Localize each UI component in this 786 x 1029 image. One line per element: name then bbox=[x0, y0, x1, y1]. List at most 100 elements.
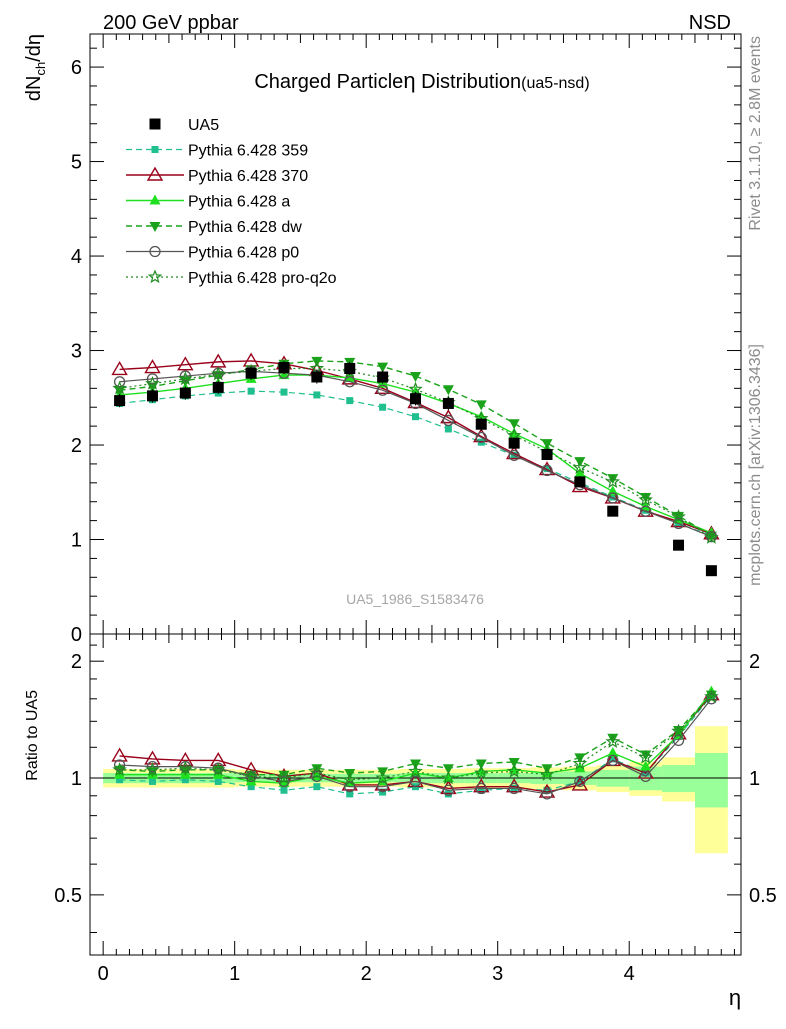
ratio-ytick-label: 2 bbox=[71, 651, 82, 673]
data-point bbox=[705, 565, 717, 577]
ratio-ytick-label-right: 2 bbox=[749, 651, 760, 673]
ratio-series-point bbox=[609, 755, 617, 763]
legend-marker-data bbox=[149, 118, 161, 130]
ratio-series-point bbox=[638, 749, 653, 764]
ratio-series-point bbox=[178, 760, 193, 775]
ratio-series-point bbox=[376, 781, 389, 793]
main-series-point bbox=[609, 493, 617, 501]
ratio-series-point bbox=[508, 782, 520, 795]
ratio-series-point bbox=[640, 770, 652, 783]
ratio-ytick-label: 0.5 bbox=[54, 885, 82, 907]
ratio-series-point bbox=[640, 760, 652, 771]
ratio-series-point bbox=[346, 790, 354, 798]
main-series-point bbox=[475, 400, 487, 411]
main-series-point bbox=[313, 391, 321, 399]
main-ytick-label: 1 bbox=[71, 530, 82, 552]
main-series-point bbox=[410, 372, 421, 383]
main-series-point bbox=[146, 373, 159, 385]
data-point bbox=[179, 387, 191, 399]
main-ytick-label: 4 bbox=[71, 246, 82, 268]
ratio-series-point bbox=[574, 762, 586, 773]
ratio-series-point bbox=[342, 772, 358, 786]
main-panel: 0 1 2 3 4 5 6 bbox=[71, 33, 742, 646]
ratio-series-point bbox=[210, 762, 226, 776]
main-series-point bbox=[671, 509, 686, 524]
ratio-series-point bbox=[214, 777, 222, 785]
legend-marker bbox=[151, 146, 159, 153]
title-eta-symbol: η bbox=[403, 68, 415, 93]
data-point bbox=[114, 395, 126, 407]
main-series-point bbox=[210, 353, 227, 368]
main-series-point bbox=[379, 403, 387, 411]
main-series-point bbox=[145, 375, 160, 390]
ratio-series-point bbox=[245, 770, 257, 781]
x-tick-label: 4 bbox=[624, 963, 635, 985]
ratio-ytick-label-right: 0.5 bbox=[749, 885, 777, 907]
main-series-point bbox=[442, 385, 454, 396]
ratio-series-point bbox=[607, 733, 619, 744]
ratio-series-point bbox=[442, 764, 454, 775]
data-point bbox=[541, 448, 553, 460]
ratio-series-point bbox=[473, 765, 489, 780]
title-rest: Distribution bbox=[416, 71, 522, 93]
ratio-band-inner bbox=[662, 765, 695, 793]
ratio-panel: 0.5 0.5 1 1 2 2 0 1 2 3 4 bbox=[54, 633, 777, 985]
main-ytick-label: 5 bbox=[71, 152, 82, 174]
main-ylabel-tail: /dη bbox=[23, 34, 45, 62]
ratio-series-point bbox=[673, 725, 685, 736]
ratio-ylabel: Ratio to UA5 bbox=[24, 690, 41, 781]
ratio-series-line bbox=[119, 696, 712, 781]
ratio-series-point bbox=[672, 734, 685, 747]
ratio-series-point bbox=[607, 754, 619, 767]
header-right-label: NSD bbox=[689, 12, 731, 34]
data-point bbox=[212, 381, 224, 393]
main-series-point bbox=[111, 361, 128, 376]
legend-label: Pythia 6.428 dw bbox=[188, 219, 302, 236]
data-point bbox=[442, 397, 454, 409]
main-series-point bbox=[541, 464, 553, 477]
x-axis-label: η bbox=[729, 985, 741, 1010]
title-tag: (ua5-nsd) bbox=[521, 75, 589, 92]
data-point bbox=[344, 362, 356, 374]
ratio-series-point bbox=[705, 690, 717, 701]
legend-marker bbox=[149, 194, 161, 205]
ratio-ytick-label: 1 bbox=[71, 768, 82, 790]
rivet-version-label: Rivet 3.1.10, ≥ 2.8M events bbox=[747, 36, 764, 231]
ratio-band-inner bbox=[694, 753, 728, 808]
data-point bbox=[574, 476, 586, 488]
main-series-point bbox=[412, 413, 419, 421]
main-series-point bbox=[508, 449, 520, 462]
ratio-series-point bbox=[243, 768, 259, 783]
ratio-series-point bbox=[539, 767, 555, 781]
ratio-series-point bbox=[112, 762, 127, 776]
main-ytick-label: 3 bbox=[71, 341, 82, 363]
main-series-point bbox=[444, 425, 452, 433]
ratio-series-point bbox=[181, 776, 189, 784]
ratio-series-point bbox=[607, 747, 619, 758]
main-ylabel-sub: ch bbox=[33, 62, 48, 76]
ratio-series-point bbox=[704, 689, 719, 703]
legend-label: Pythia 6.428 pro-q2o bbox=[188, 270, 337, 287]
main-series-point bbox=[475, 410, 487, 421]
ratio-series-point bbox=[475, 759, 487, 770]
main-series-point bbox=[376, 384, 389, 396]
main-series-point bbox=[574, 467, 586, 478]
legend: UA5 Pythia 6.428 359 Pythia 6.428 370 Pythi… bbox=[126, 117, 337, 287]
header-left-label: 200 GeV ppbar bbox=[103, 12, 239, 34]
ratio-series-point bbox=[543, 786, 551, 794]
legend-label-data: UA5 bbox=[188, 117, 219, 134]
legend-marker bbox=[149, 222, 161, 232]
ratio-series-point bbox=[375, 770, 390, 785]
ratio-series-point bbox=[177, 752, 194, 767]
main-series-point bbox=[178, 371, 193, 386]
data-point bbox=[410, 393, 421, 405]
ratio-series-point bbox=[148, 777, 156, 785]
main-series-point bbox=[247, 387, 255, 395]
ratio-series-point bbox=[508, 757, 520, 768]
ratio-frame bbox=[89, 633, 742, 956]
legend-label: Pythia 6.428 370 bbox=[188, 168, 308, 185]
main-series-point bbox=[144, 359, 161, 374]
ratio-series-point bbox=[408, 763, 423, 778]
data-point bbox=[146, 390, 158, 402]
main-series-point bbox=[408, 381, 423, 396]
